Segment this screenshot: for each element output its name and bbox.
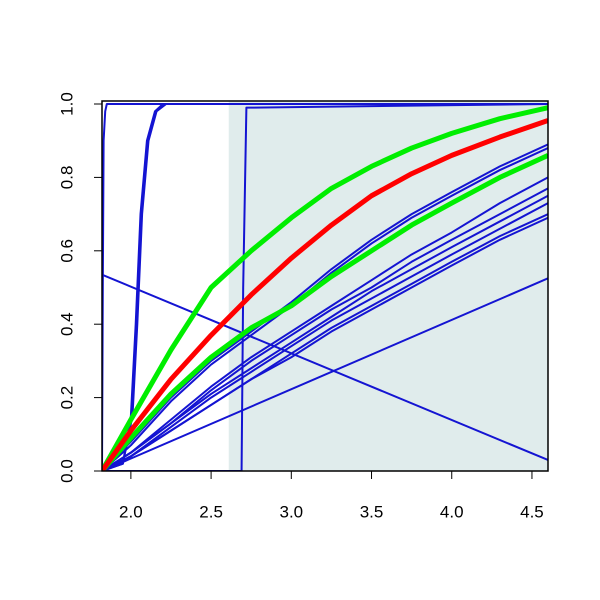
plot-frame [101,100,549,472]
y-tick-label: 0.0 [57,459,76,483]
line [102,194,548,471]
y-tick-label: 0.4 [57,312,76,336]
line [102,273,548,461]
y-tick-label: 0.6 [57,239,76,263]
x-tick-label: 4.0 [440,502,464,521]
line [102,105,548,471]
line [102,153,548,471]
line [102,118,548,471]
x-tick-label: 2.5 [199,502,223,521]
line [102,103,548,471]
line [102,176,548,471]
shaded-region [228,101,548,471]
x-tick-label: 3.5 [360,502,384,521]
line [102,202,548,471]
x-tick-label: 4.5 [520,502,544,521]
y-tick-label: 1.0 [57,92,76,116]
x-tick-label: 2.0 [119,502,143,521]
x-tick-label: 3.0 [279,502,303,521]
y-tick-label: 0.8 [57,166,76,190]
line [102,216,548,471]
y-tick-label: 0.2 [57,386,76,410]
line [102,277,548,471]
